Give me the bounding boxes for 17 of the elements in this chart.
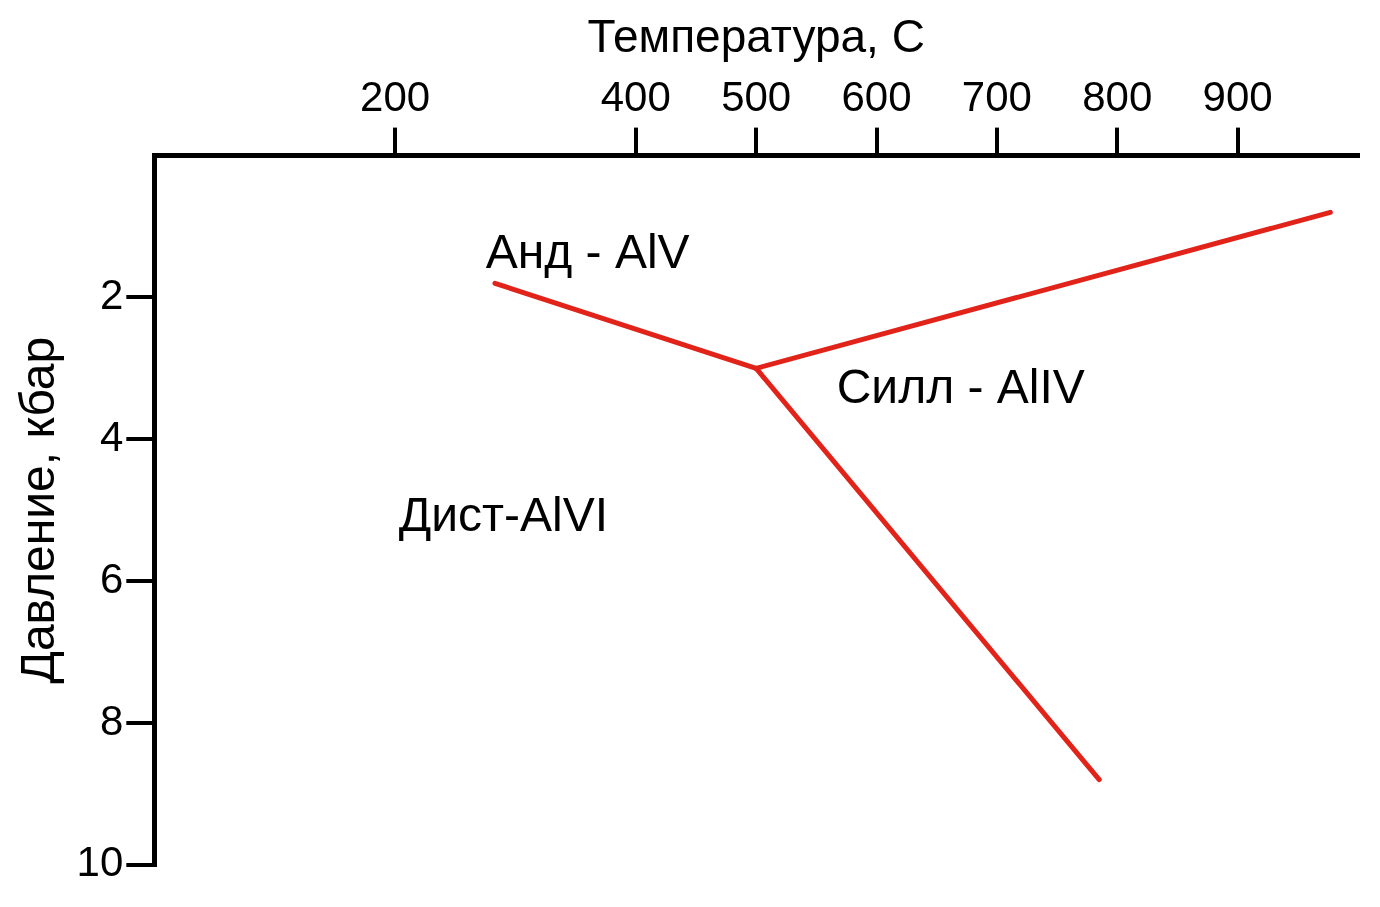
- annotation: Дист-AlVI: [398, 487, 609, 541]
- x-axis-title: Температура, С: [587, 10, 925, 63]
- annotation: Анд - AlV: [485, 225, 690, 279]
- x-tick-label: 600: [841, 72, 912, 120]
- x-tick-label: 400: [600, 72, 671, 120]
- y-axis-title: Давление, кбар: [11, 336, 65, 684]
- y-tick-label: 6: [99, 554, 124, 602]
- x-tick-label: 500: [721, 72, 792, 120]
- y-tick-label: 4: [99, 412, 124, 460]
- x-tick-label: 700: [961, 72, 1032, 120]
- y-tick-label: 10: [76, 838, 124, 886]
- y-tick-label: 8: [99, 696, 124, 744]
- x-tick-label: 900: [1202, 72, 1273, 120]
- y-tick-label: 2: [99, 271, 124, 319]
- x-tick-label: 800: [1082, 72, 1153, 120]
- x-tick-label: 200: [360, 72, 431, 120]
- annotation: Силл - AlIV: [836, 359, 1085, 413]
